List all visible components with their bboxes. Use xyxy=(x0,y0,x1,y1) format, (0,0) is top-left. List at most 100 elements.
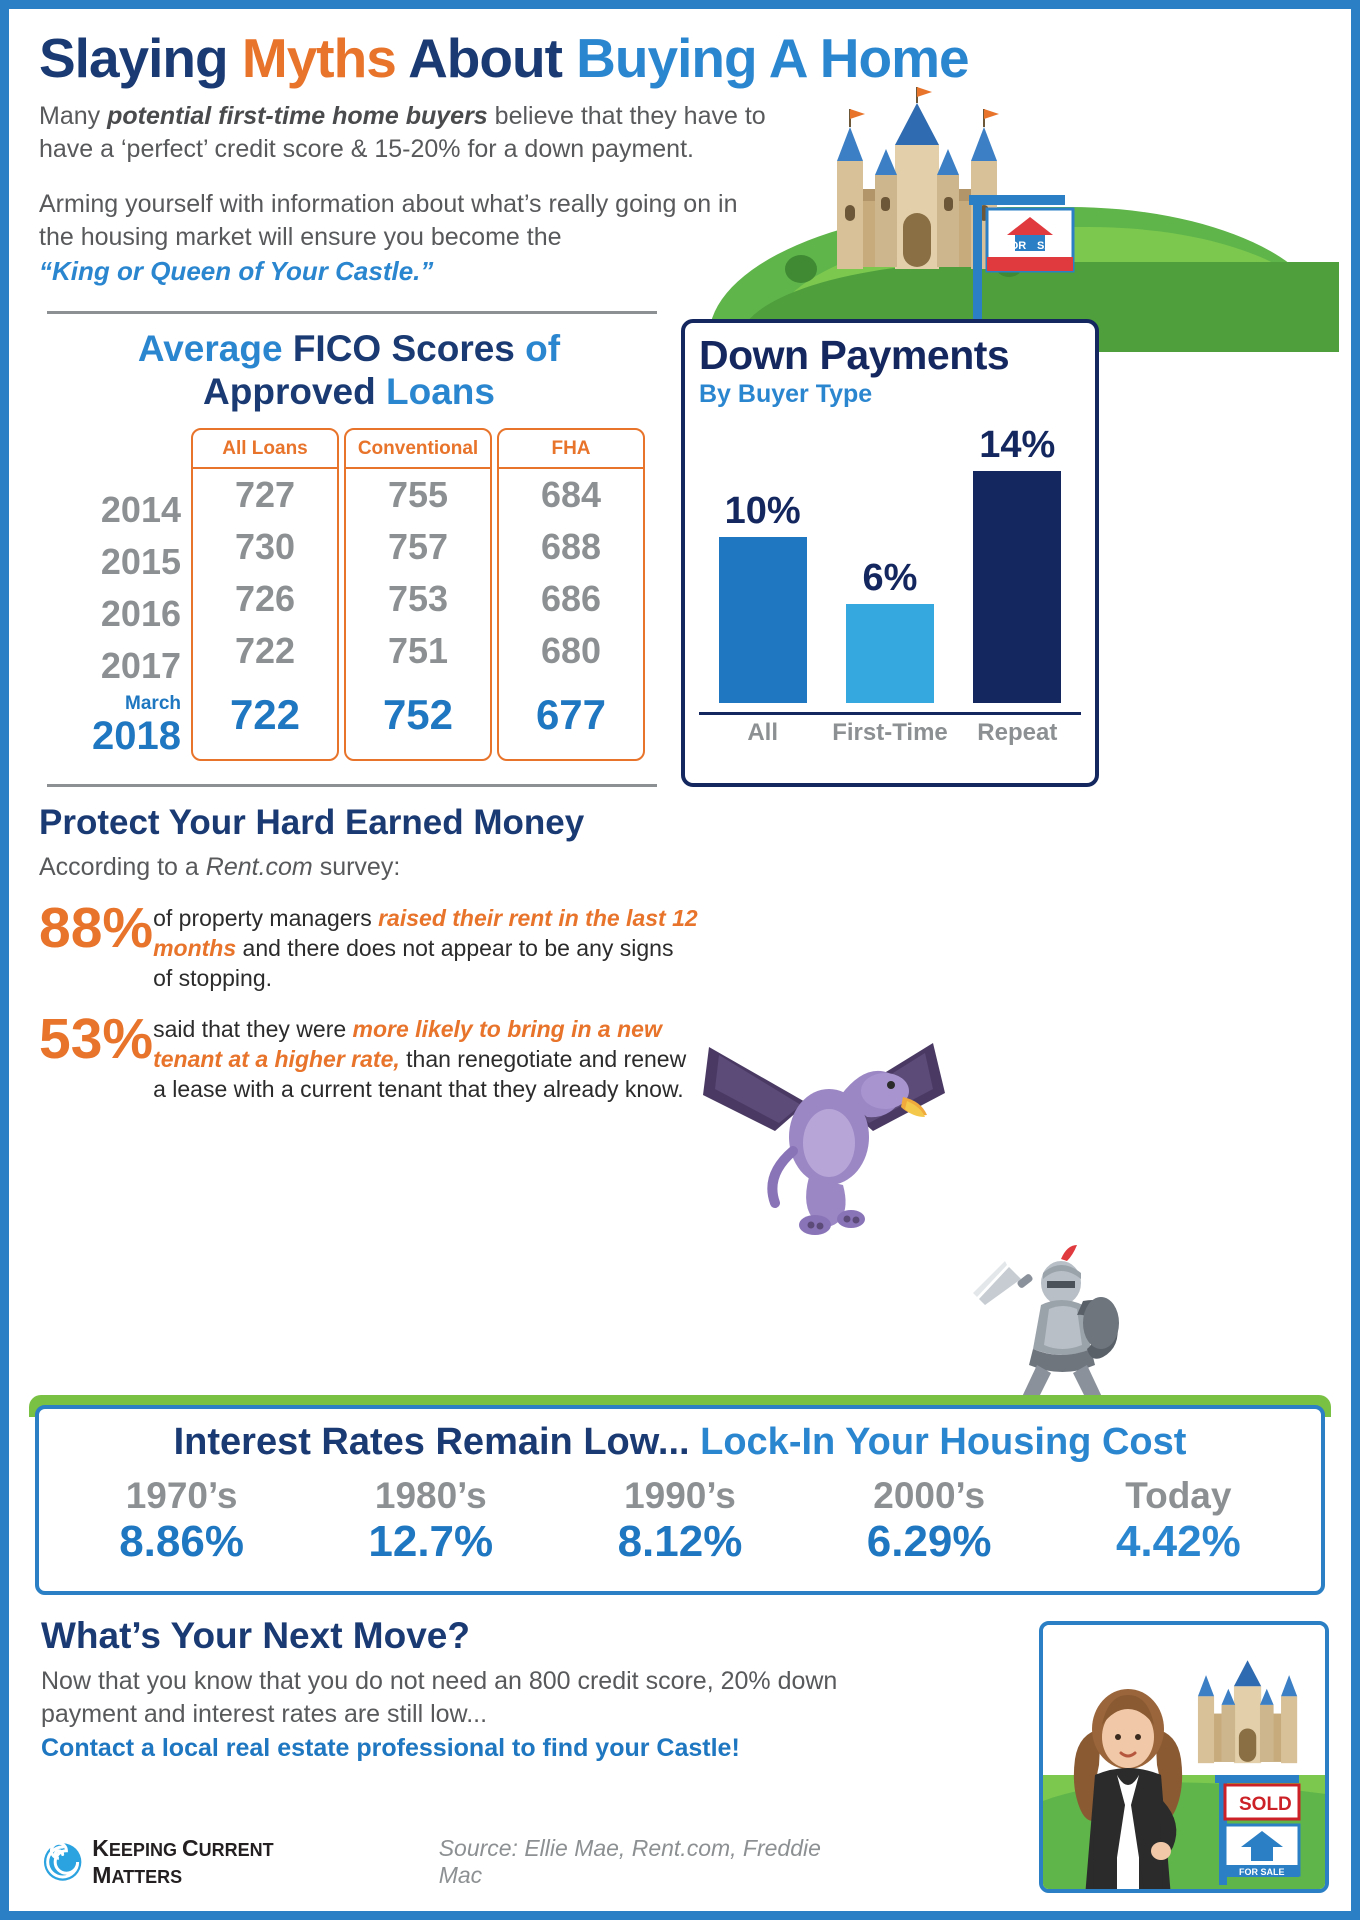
stat-number: 53% xyxy=(39,1007,154,1072)
bar-item-repeat: 14% xyxy=(963,424,1071,703)
rate-value: 12.7% xyxy=(368,1516,494,1566)
protect-sub-c: survey: xyxy=(312,852,401,881)
title-part-buying-a-home: Buying A Home xyxy=(576,27,969,89)
column-header: All Loans xyxy=(193,430,337,469)
bar-value-label: 10% xyxy=(724,490,801,532)
table-cell: 753 xyxy=(387,577,449,619)
sold-sign-icon: SOLD FOR SALE xyxy=(1215,1775,1301,1885)
stat-text: said that they were more likely to bring… xyxy=(153,1011,699,1105)
agent-castle-illustration: SOLD FOR SALE xyxy=(1043,1625,1325,1889)
rate-item-today: Today 4.42% xyxy=(1058,1475,1298,1566)
for-sale-label: FOR SALE xyxy=(1239,1867,1285,1877)
stat-text-emphasis: more likely to bring in a new tenant at … xyxy=(153,1016,662,1073)
fico-title-loans: Loans xyxy=(386,370,495,412)
castle-quote: “King or Queen of Your Castle.” xyxy=(39,256,434,286)
intro-p2-text: Arming yourself with information about w… xyxy=(39,190,738,251)
keeping-current-matters-logo-icon xyxy=(43,1841,82,1881)
agent-castle-photo-card: SOLD FOR SALE xyxy=(1039,1621,1329,1893)
for-sale-sign-icon: FOR SALE xyxy=(969,195,1075,323)
title-part-about: About xyxy=(408,27,577,89)
stat-number: 88% xyxy=(39,895,154,960)
table-row: 2017 xyxy=(100,644,181,686)
fico-column-fha: FHA 684 688 686 680 677 xyxy=(497,427,645,761)
footer: KEEPING CURRENT MATTERS Source: Ellie Ma… xyxy=(43,1835,843,1889)
table-cell: 755 xyxy=(387,473,449,515)
intro-p1-emphasis: potential first-time home buyers xyxy=(107,102,488,130)
castle-svg xyxy=(785,87,1023,283)
x-tick-label: First-Time xyxy=(832,719,948,746)
fico-column-conventional: Conventional 755 757 753 751 752 xyxy=(344,427,492,761)
rate-decade-label: 2000’s xyxy=(873,1475,986,1516)
fico-title: Average FICO Scores of Approved Loans xyxy=(39,328,659,414)
logo-urrent: URRENT xyxy=(198,1840,274,1860)
column-header: Conventional xyxy=(346,430,490,469)
table-cell: 688 xyxy=(540,525,602,567)
table-cell: 684 xyxy=(540,473,602,515)
stat-text-a: of property managers xyxy=(153,904,379,931)
source-attribution: Source: Ellie Mae, Rent.com, Freddie Mac xyxy=(438,1835,821,1888)
sold-label: SOLD xyxy=(1239,1794,1292,1815)
fico-section: Average FICO Scores of Approved Loans 20… xyxy=(39,328,659,770)
fico-title-average: Average xyxy=(137,328,293,369)
logo-wordmark: KEEPING CURRENT MATTERS xyxy=(92,1835,350,1889)
next-move-cta[interactable]: Contact a local real estate professional… xyxy=(41,1734,740,1762)
table-cell-latest: 722 xyxy=(229,690,301,738)
intro-paragraph-1: Many potential first-time home buyers be… xyxy=(39,100,769,166)
rate-value: 6.29% xyxy=(866,1516,992,1566)
intro-p1-c: believe that they have to have a ‘perfec… xyxy=(39,102,766,163)
table-cell-latest: 752 xyxy=(382,690,454,738)
stat-text-emphasis: raised their rent in the last 12 months xyxy=(153,904,698,961)
next-move-section: What’s Your Next Move? Now that you know… xyxy=(41,1615,861,1763)
table-row: 2015 xyxy=(100,540,181,582)
page-title: Slaying Myths About Buying A Home xyxy=(39,31,1321,86)
table-cell: 751 xyxy=(387,629,449,671)
logo-c: C xyxy=(181,1835,199,1861)
latest-year-label: 2018 xyxy=(92,713,181,758)
rate-value: 4.42% xyxy=(1115,1516,1241,1566)
next-move-heading: What’s Your Next Move? xyxy=(41,1615,470,1656)
bar-rect xyxy=(973,471,1062,703)
down-payments-title: Down Payments xyxy=(699,332,1010,378)
x-tick-label: All xyxy=(747,719,778,746)
knight-icon xyxy=(973,1245,1119,1405)
stat-row-88: 88% of property managers raised their re… xyxy=(39,895,699,994)
bar-item-first-time: 6% xyxy=(836,557,944,703)
fico-table: 2014 2015 2016 2017 March 2018 All Loans… xyxy=(39,427,659,770)
table-row: 2014 xyxy=(100,488,181,530)
sign-text-for: FOR xyxy=(1003,240,1026,252)
chart-axis-line xyxy=(699,712,1081,715)
table-cell: 722 xyxy=(234,629,296,671)
rate-item-1970s: 1970’s 8.86% xyxy=(62,1475,302,1566)
protect-source-name: Rent.com xyxy=(205,852,313,881)
x-tick-label: Repeat xyxy=(977,719,1058,746)
stat-text-b: and there does not appear to be any sign… xyxy=(153,934,674,991)
rate-item-2000s: 2000’s 6.29% xyxy=(809,1475,1049,1566)
down-payments-panel: Down Payments By Buyer Type 10% 6% 14% xyxy=(681,319,1099,787)
rate-item-1990s: 1990’s 8.12% xyxy=(560,1475,800,1566)
intro-paragraph-2: Arming yourself with information about w… xyxy=(39,188,769,289)
intro-p1-a: Many xyxy=(39,102,108,130)
divider-mid xyxy=(47,783,657,787)
rates-heading-part-2: Lock-In Your Housing Cost xyxy=(700,1421,1187,1463)
castle-illustration: FOR SALE xyxy=(709,87,1349,352)
rate-item-1980s: 1980’s 12.7% xyxy=(311,1475,551,1566)
fico-title-approved: Approved xyxy=(203,370,386,412)
title-part-myths: Myths xyxy=(241,27,409,89)
bar-item-all: 10% xyxy=(709,490,817,703)
bar-rect xyxy=(845,604,934,703)
stat-row-53: 53% said that they were more likely to b… xyxy=(39,1011,699,1105)
table-cell: 686 xyxy=(540,577,602,619)
rates-heading-part-1: Interest Rates Remain Low... xyxy=(173,1421,701,1463)
latest-month-label: March xyxy=(125,692,181,714)
down-payments-subtitle: By Buyer Type xyxy=(699,380,873,408)
next-move-body: Now that you know that you do not need a… xyxy=(41,1667,838,1728)
bar-value-label: 6% xyxy=(862,557,918,599)
logo-m: M xyxy=(92,1862,112,1888)
rate-decade-label: 1970’s xyxy=(125,1475,238,1516)
rate-value: 8.86% xyxy=(119,1516,244,1566)
table-row: 2016 xyxy=(100,592,181,634)
rate-decade-label: 1990’s xyxy=(624,1475,736,1516)
rates-grid: 1970’s 8.86% 1980’s 12.7% 1990’s 8.12% 2… xyxy=(57,1475,1303,1566)
fico-column-all-loans: All Loans 727 730 726 722 722 xyxy=(191,427,339,761)
